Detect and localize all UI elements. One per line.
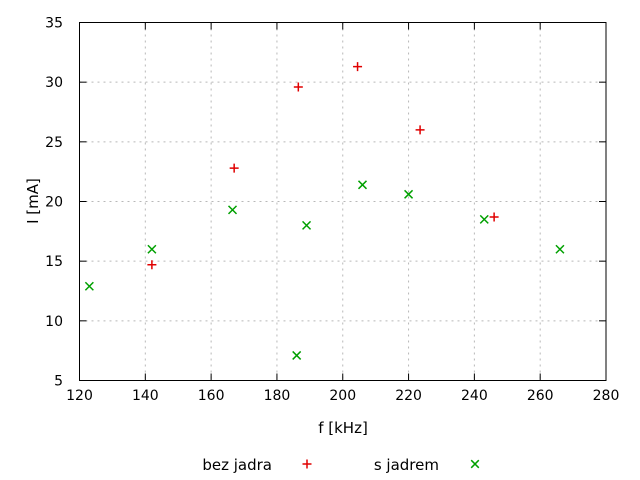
y-tick-label: 5	[54, 374, 63, 390]
data-point-marker-cross	[357, 180, 368, 190]
data-point-marker-cross	[147, 244, 157, 254]
data-point-marker-cross	[84, 281, 94, 291]
x-tick-label: 220	[395, 388, 422, 404]
x-tick-label: 140	[132, 388, 159, 404]
data-point-marker-cross	[404, 189, 414, 199]
x-tick-label: 240	[461, 388, 488, 404]
y-tick-label: 20	[45, 195, 63, 211]
data-point-marker-cross	[555, 244, 565, 254]
x-tick-label: 120	[66, 388, 93, 404]
y-tick-label: 10	[45, 314, 63, 330]
data-point-marker-cross	[479, 214, 489, 224]
data-point-marker-plus	[415, 125, 425, 135]
legend-label-s-jadrem: s jadrem	[373, 456, 439, 474]
x-tick-label: 200	[329, 388, 356, 404]
y-tick-label: 15	[45, 254, 63, 270]
legend-label-bez-jadra: bez jadra	[202, 456, 272, 474]
data-point-marker-plus	[293, 82, 303, 92]
data-point-marker-plus	[229, 163, 239, 173]
x-tick-label: 280	[593, 388, 620, 404]
x-tick-label: 260	[527, 388, 554, 404]
y-tick-label: 35	[45, 16, 63, 32]
y-tick-label: 30	[45, 75, 63, 91]
y-tick-label: 25	[45, 135, 63, 151]
x-tick-label: 180	[264, 388, 291, 404]
data-point-marker-plus	[147, 260, 157, 270]
data-point-marker-cross	[227, 205, 238, 215]
x-axis-title: f [kHz]	[318, 419, 368, 437]
data-point-marker-plus	[489, 212, 499, 222]
data-point-marker-plus	[353, 62, 363, 72]
y-axis-title: I [mA]	[24, 178, 42, 224]
plus-marker-icon	[302, 459, 312, 469]
data-point-marker-cross	[302, 220, 312, 230]
cross-marker-icon	[470, 459, 480, 469]
x-tick-label: 160	[198, 388, 225, 404]
data-point-marker-cross	[292, 350, 302, 360]
